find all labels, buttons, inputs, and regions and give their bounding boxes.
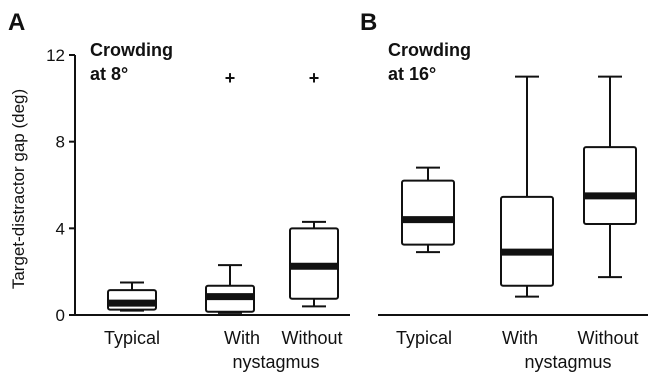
plus-marker: + [309,68,320,88]
condition-annotation-line: Crowding [90,40,173,60]
box-plot-group [401,166,455,254]
x-category-label: Typical [396,328,452,348]
condition-annotation-line: at 16° [388,64,436,84]
y-tick-label: 0 [56,306,65,325]
box-plot-group: + [289,68,339,308]
x-category-label: Without [281,328,342,348]
panel-label: B [360,9,377,36]
plus-marker: + [225,68,236,88]
y-tick-label: 4 [56,219,65,238]
x-category-label: Without [577,328,638,348]
x-group-label: nystagmus [232,352,319,372]
condition-annotation-line: Crowding [388,40,471,60]
x-category-label: With [502,328,538,348]
y-tick-label: 12 [46,46,65,65]
box-plot-group [500,75,554,298]
x-category-label: Typical [104,328,160,348]
box-plot-group: + [205,68,255,314]
x-category-label: With [224,328,260,348]
condition-annotation-line: at 8° [90,64,128,84]
panel-b: B Crowding at 16° Typical With Without nystagm… [360,9,648,372]
box-iqr [401,179,455,246]
y-axis-label: Target-distractor gap (deg) [9,89,28,289]
box-iqr [583,146,637,225]
box-iqr [500,195,554,287]
box-plot-group [583,75,637,279]
box-plot-group [107,281,157,312]
y-tick-label: 8 [56,133,65,152]
panel-label: A [8,9,25,36]
x-group-label: nystagmus [524,352,611,372]
panel-a: A Crowding at 8° 0 4 8 12 Target-distractor gap… [8,9,350,372]
